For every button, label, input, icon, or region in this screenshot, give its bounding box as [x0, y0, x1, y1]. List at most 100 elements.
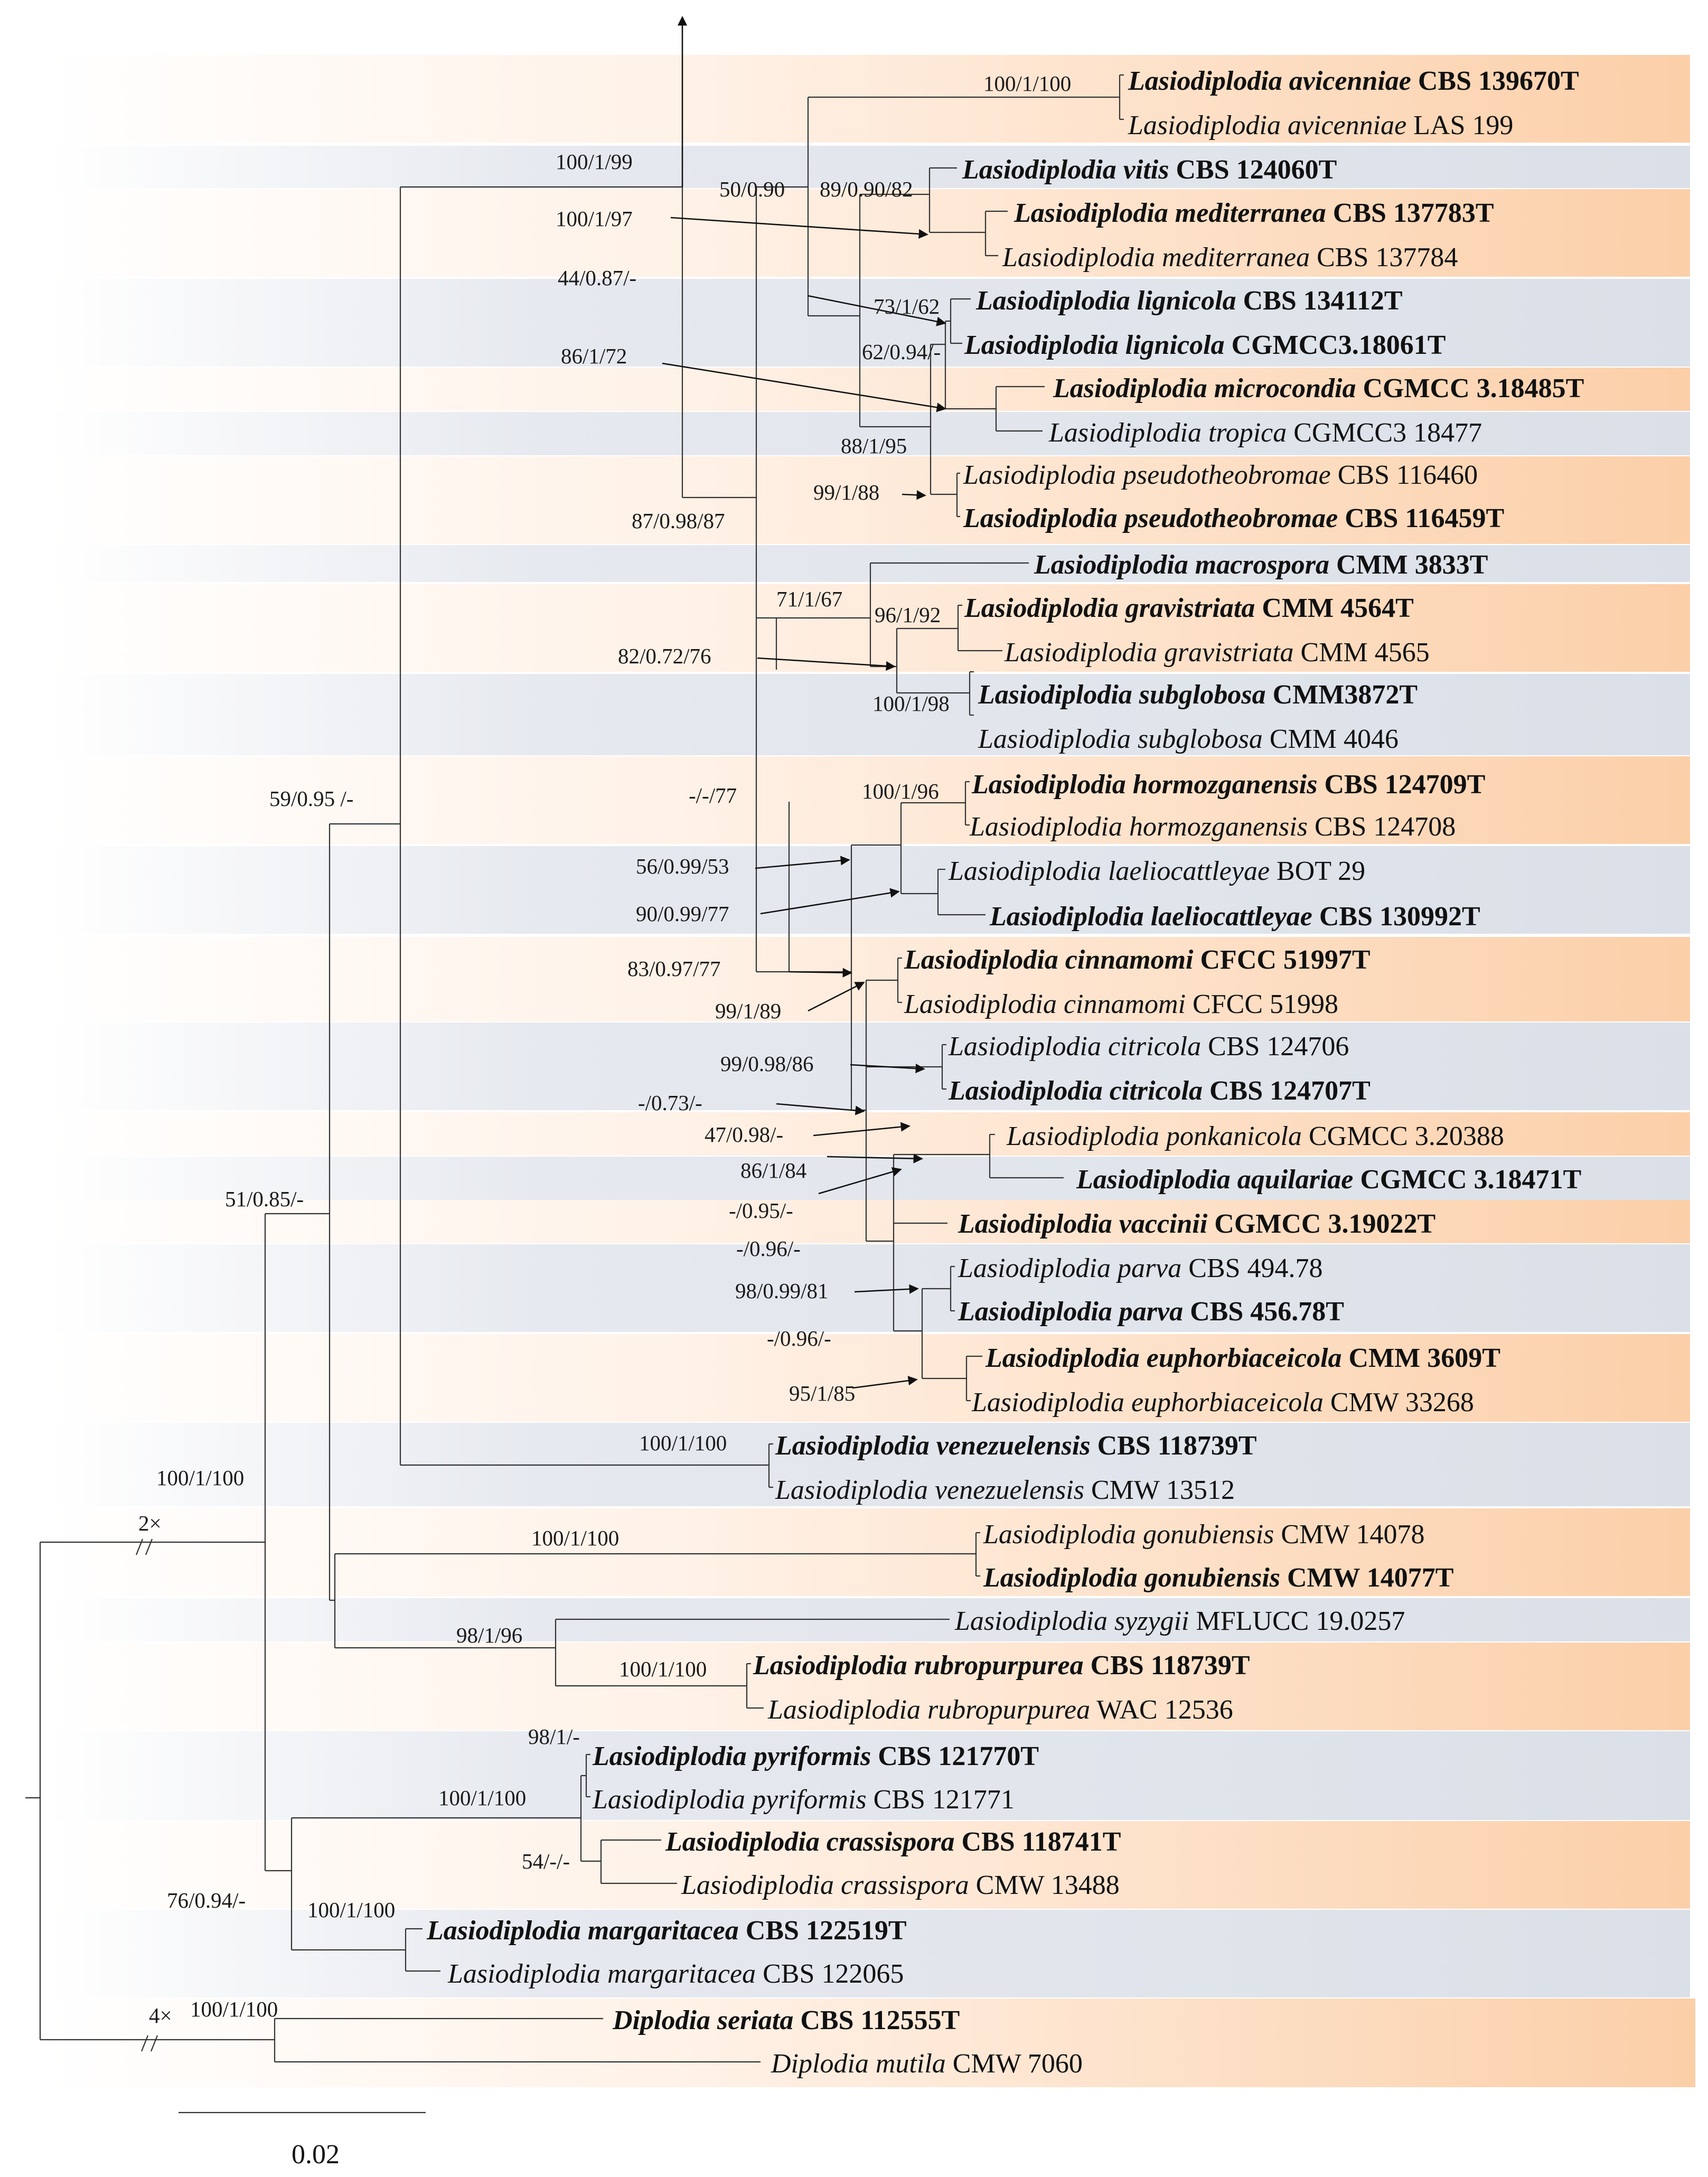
band-margaritacea	[48, 1910, 1690, 1997]
taxon-strain: CMM 4564T	[1255, 593, 1413, 623]
support-arrow	[789, 968, 852, 978]
taxon-species-name: Lasiodiplodia citricola	[948, 1076, 1203, 1106]
band-venezuelensis	[48, 1423, 1690, 1506]
taxon-strain: CBS 124708	[1308, 812, 1456, 842]
taxon-strain: CBS 139670T	[1411, 66, 1579, 96]
taxon-species-name: Lasiodiplodia rubropurpurea	[753, 1650, 1084, 1681]
support-value: 71/1/67	[776, 587, 842, 611]
taxon-strain: CBS 124709T	[1317, 770, 1485, 800]
band-tropica	[48, 412, 1690, 455]
taxon-label: Lasiodiplodia subglobosa CMM3872T	[978, 680, 1418, 710]
taxon-species-name: Lasiodiplodia gravistriata	[1004, 637, 1294, 668]
taxon-strain: CGMCC 3.18471T	[1353, 1165, 1581, 1195]
support-arrow	[670, 217, 928, 239]
taxon-label: Lasiodiplodia avicenniae LAS 199	[1128, 110, 1513, 140]
taxon-label: Lasiodiplodia pseudotheobromae CBS 11646…	[963, 460, 1478, 490]
scale-bar-label: 0.02	[292, 2140, 340, 2170]
support-value: 76/0.94/-	[167, 1888, 246, 1912]
taxon-species-name: Lasiodiplodia lignicola	[975, 286, 1236, 316]
band-vaccinii	[48, 1200, 1690, 1243]
taxon-label: Lasiodiplodia crassispora CBS 118741T	[665, 1827, 1121, 1857]
taxon-strain: CBS 121770T	[871, 1741, 1039, 1771]
taxon-strain: CBS 118741T	[955, 1827, 1121, 1857]
taxon-species-name: Lasiodiplodia lignicola	[964, 330, 1225, 360]
support-value: 100/1/100	[307, 1898, 395, 1922]
band-parva	[48, 1244, 1690, 1332]
taxon-strain: CBS 124060T	[1169, 155, 1337, 185]
taxon-strain: CGMCC 3.18485T	[1356, 373, 1584, 404]
taxon-species-name: Lasiodiplodia crassispora	[665, 1827, 955, 1857]
taxon-strain: CBS 124707T	[1203, 1076, 1371, 1106]
taxon-label: Lasiodiplodia lignicola CGMCC3.18061T	[964, 330, 1446, 360]
support-arrow	[662, 362, 946, 412]
taxon-strain: CMM 3833T	[1329, 550, 1488, 580]
support-value: 51/0.85/-	[225, 1187, 304, 1211]
taxon-label: Diplodia mutila CMW 7060	[771, 2049, 1083, 2079]
taxon-label: Lasiodiplodia rubropurpurea WAC 12536	[767, 1695, 1233, 1725]
taxon-species-name: Lasiodiplodia pyriformis	[592, 1785, 867, 1815]
taxon-species-name: Lasiodiplodia vaccinii	[958, 1209, 1208, 1239]
taxon-label: Lasiodiplodia aquilariae CGMCC 3.18471T	[1076, 1165, 1581, 1195]
support-value: 100/1/100	[619, 1657, 707, 1681]
taxon-species-name: Lasiodiplodia euphorbiaceicola	[985, 1343, 1342, 1373]
taxon-strain: BOT 29	[1270, 856, 1365, 886]
taxon-label: Lasiodiplodia subglobosa CMM 4046	[978, 724, 1399, 754]
taxon-species-name: Lasiodiplodia pyriformis	[592, 1741, 871, 1771]
band-subglobosa	[48, 674, 1690, 755]
support-value: 87/0.98/87	[632, 509, 725, 533]
support-value: 88/1/95	[841, 434, 907, 458]
support-value: 59/0.95 /-	[269, 786, 353, 811]
taxon-label: Lasiodiplodia parva CBS 494.78	[958, 1253, 1323, 1283]
support-arrow	[760, 888, 900, 915]
taxon-label: Lasiodiplodia hormozganensis CBS 124708	[969, 812, 1456, 842]
support-arrow	[850, 1063, 925, 1074]
support-value: 90/0.99/77	[636, 902, 729, 926]
support-value: 98/1/96	[456, 1623, 522, 1647]
support-value: 47/0.98/-	[705, 1122, 783, 1147]
support-value: 99/0.98/86	[720, 1052, 814, 1076]
taxon-species-name: Lasiodiplodia microcondia	[1053, 373, 1356, 404]
band-macrospora	[48, 545, 1690, 582]
break-mark	[140, 2035, 149, 2052]
taxon-species-name: Lasiodiplodia euphorbiaceicola	[971, 1387, 1324, 1418]
taxon-species-name: Lasiodiplodia ponkanicola	[1006, 1121, 1302, 1151]
taxon-strain: CGMCC3.18061T	[1225, 330, 1446, 360]
taxon-species-name: Lasiodiplodia gonubiensis	[983, 1563, 1280, 1593]
support-values: 100/1/100 100/1/99 50/0.90 89/0.90/82 10…	[156, 71, 1071, 2021]
taxon-label: Lasiodiplodia macrospora CMM 3833T	[1034, 550, 1488, 580]
taxon-label: Lasiodiplodia venezuelensis CMW 13512	[775, 1475, 1235, 1505]
taxon-label: Lasiodiplodia gravistriata CMM 4565	[1004, 637, 1430, 668]
support-value: 96/1/92	[875, 603, 941, 627]
taxon-strain: CBS 134112T	[1236, 286, 1403, 316]
support-value: 100/1/96	[862, 779, 939, 803]
band-laeliocattleyae	[48, 846, 1690, 934]
taxon-strain: CMW 14077T	[1280, 1563, 1453, 1593]
taxon-label: Lasiodiplodia microcondia CGMCC 3.18485T	[1053, 373, 1584, 404]
taxon-strain: CMW 13488	[969, 1870, 1120, 1900]
taxon-label: Lasiodiplodia pyriformis CBS 121771	[592, 1785, 1015, 1815]
support-arrow	[776, 1103, 865, 1115]
taxon-species-name: Lasiodiplodia cinnamomi	[904, 945, 1194, 975]
band-mediterranea	[48, 189, 1690, 277]
support-value: 62/0.94/-	[862, 340, 941, 364]
taxon-strain: CBS 116459T	[1338, 503, 1504, 533]
support-value: -/0.96/-	[736, 1236, 801, 1261]
taxon-label: Lasiodiplodia cinnamomi CFCC 51997T	[904, 945, 1371, 975]
taxon-species-name: Lasiodiplodia gonubiensis	[983, 1519, 1274, 1550]
band-crassispora	[48, 1821, 1690, 1909]
taxon-species-name: Lasiodiplodia hormozganensis	[971, 770, 1317, 800]
taxon-label: Lasiodiplodia rubropurpurea CBS 118739T	[753, 1650, 1250, 1681]
taxon-strain: CBS 118739T	[1091, 1431, 1257, 1461]
taxon-strain: CFCC 51997T	[1194, 945, 1371, 975]
taxon-species-name: Diplodia mutila	[771, 2049, 946, 2079]
tree-branches	[25, 74, 1124, 2063]
support-value: 100/1/100	[983, 71, 1071, 96]
taxon-strain: CMW 14078	[1274, 1519, 1424, 1550]
support-value: 50/0.90	[719, 177, 785, 201]
taxon-labels: Lasiodiplodia avicenniae CBS 139670TLasi…	[426, 66, 1584, 2079]
taxon-label: Lasiodiplodia euphorbiaceicola CMW 33268	[971, 1387, 1474, 1418]
support-value: 56/0.99/53	[636, 854, 729, 878]
band-euphorbiaceicola	[48, 1334, 1690, 1422]
scale-bar: 0.02	[179, 2112, 426, 2170]
support-value: 44/0.87/-	[558, 266, 636, 290]
